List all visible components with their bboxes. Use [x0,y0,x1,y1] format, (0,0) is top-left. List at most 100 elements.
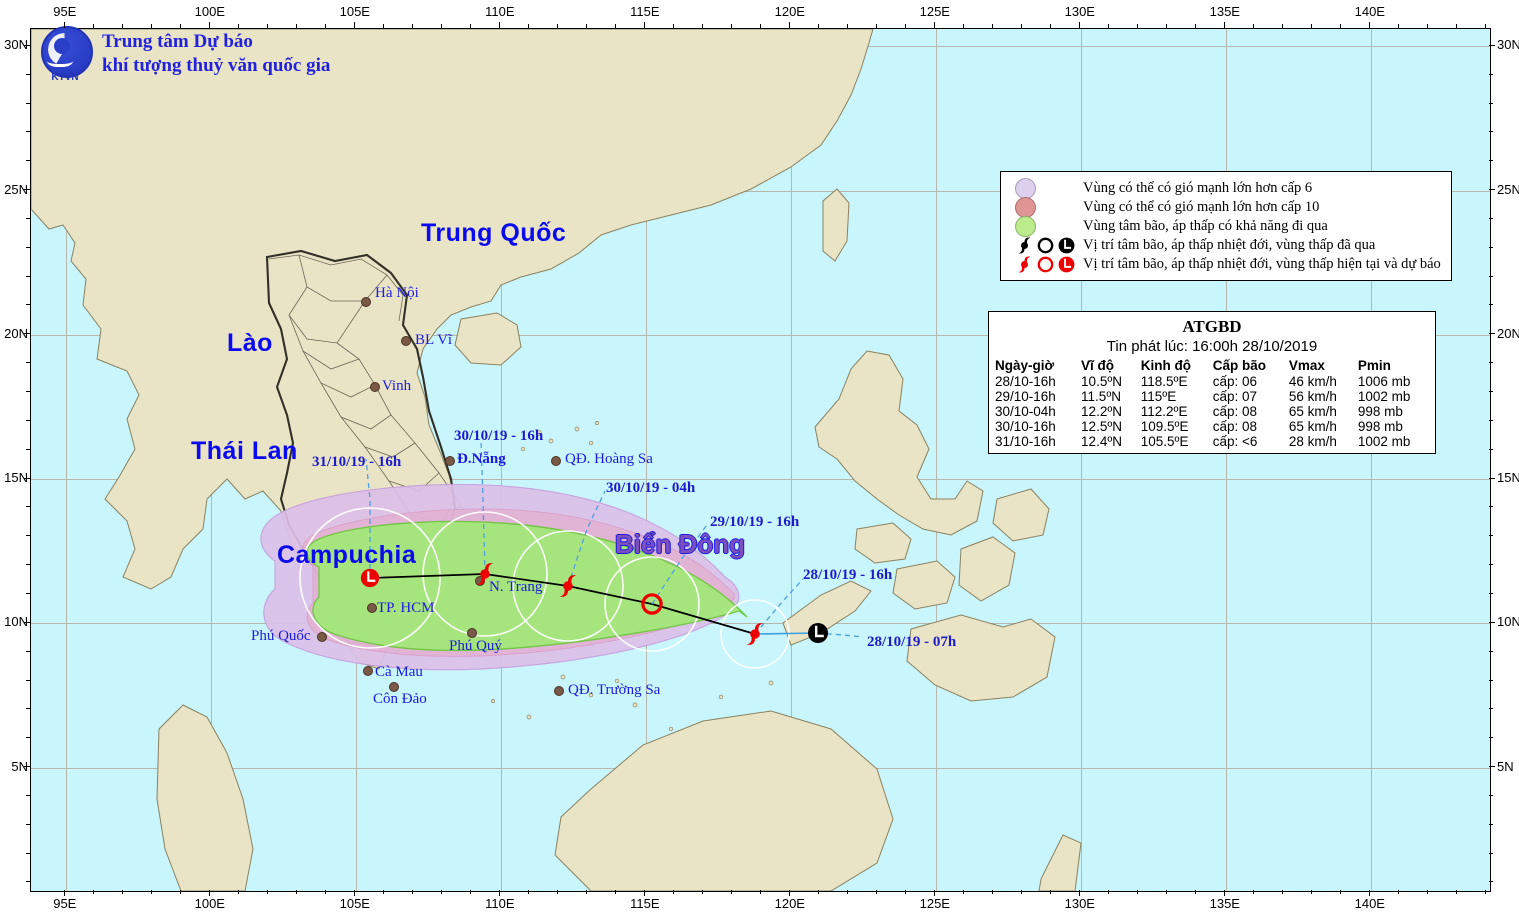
lon-axis-label: 130E [1064,896,1095,911]
lat-minor-tick [26,391,30,392]
lon-minor-tick [93,24,95,28]
lon-minor-tick [1456,890,1458,894]
track-time-label: 28/10/19 - 16h [803,567,893,583]
lat-tick [24,621,30,623]
map-canvas[interactable]: Trung Quốc Lào Thái Lan Campuchia Biển Đông H… [30,28,1491,892]
table-cell: 118.5ºE [1140,374,1188,389]
lon-minor-tick [1050,890,1052,894]
lat-tick [1489,621,1495,623]
lat-axis-label: 5N [11,758,28,774]
lon-minor-tick [818,890,820,894]
legend-row: Vùng có thể có gió mạnh lớn hơn cấp 10 [1007,197,1445,218]
lon-axis-label: 140E [1354,4,1385,19]
lon-tick [499,890,501,896]
land-mindanao [906,614,1056,702]
lon-tick [64,890,66,896]
lon-minor-tick [1340,890,1342,894]
lat-minor-tick [1489,304,1493,306]
lat-tick [24,189,30,191]
lon-axis-label: 135E [1209,896,1240,911]
lat-axis-label: 15N [4,470,28,486]
table-cell: 1002 mb [1357,389,1411,404]
legend-symbol-circle-purple-icon [1007,178,1083,199]
lat-tick [1489,189,1495,191]
lon-axis-label: 100E [194,4,225,19]
lon-tick [64,22,66,28]
table-column-header: Vĩ độ [1081,358,1115,373]
lat-minor-tick [26,131,30,133]
ktvn-emblem-icon: KTVN [38,24,93,84]
lon-minor-tick [1195,24,1197,28]
table-row: 29/10-16h 11.5ºN 115ºE cấp: 07 56 km/h 1002 m… [993,389,1431,404]
storm-position-marker[interactable] [742,621,768,652]
city-label: QĐ. Trường Sa [568,682,661,698]
legend-label: Vị trí tâm bão, áp thấp nhiệt đới, vùng … [1083,237,1376,253]
city-marker-dot [401,336,411,346]
city-marker-dot [389,682,399,692]
lon-minor-tick [151,890,153,894]
table-cell: 28 km/h [1288,434,1337,449]
lat-tick [1489,766,1495,768]
lon-tick [789,22,791,28]
lat-minor-tick [1489,102,1493,104]
storm-position-marker[interactable] [472,561,498,592]
storm-position-marker[interactable] [359,567,381,594]
lon-minor-tick [1166,890,1168,894]
city-label: Côn Đảo [373,691,427,707]
legend-row: Vùng tâm bão, áp thấp có khả năng đi qua [1007,216,1445,237]
lon-minor-tick [238,890,240,894]
lon-minor-tick [847,24,849,28]
lon-minor-tick [731,890,733,894]
lon-axis-label: 95E [53,896,77,911]
lat-minor-tick [1489,160,1493,162]
lat-minor-tick [1489,881,1493,883]
lon-minor-tick [267,24,269,28]
label-leader-lines [365,440,864,638]
lon-minor-tick [1050,24,1052,28]
lon-minor-tick [876,890,878,894]
storm-position-marker[interactable] [806,621,830,650]
table-cell: 12.2ºN [1081,404,1123,419]
city-marker-dot [467,628,477,638]
lat-minor-tick [1489,852,1493,854]
storm-position-marker[interactable] [555,573,581,604]
table-cell: 105.5ºE [1140,434,1189,449]
lon-minor-tick [1282,890,1284,894]
lat-minor-tick [26,737,30,739]
lon-minor-tick [1166,24,1168,28]
lon-minor-tick [1485,24,1487,28]
lon-minor-tick [992,890,994,894]
table-column-header: Vmax [1288,358,1325,373]
lat-minor-tick [26,650,30,652]
table-cell: cấp: 06 [1212,374,1258,389]
city-label: BL Vĩ [415,332,453,348]
lon-axis-label: 135E [1209,4,1240,19]
legend-color-swatch [1015,197,1036,218]
lat-axis-label: 10N [4,614,28,630]
table-cell: 46 km/h [1288,374,1337,389]
lon-axis-label: 110E [485,896,515,911]
lon-minor-tick [1427,890,1429,894]
table-cell: cấp: 07 [1212,389,1258,404]
legend-color-swatch [1015,178,1036,199]
storm-name: ATGBD [1182,317,1242,336]
lon-minor-tick [586,24,588,28]
land-philippines-samar [992,488,1050,542]
city-label: QĐ. Hoàng Sa [565,451,653,467]
table-cell: 29/10-16h [995,389,1056,404]
lat-minor-tick [26,823,30,825]
lon-tick [934,890,936,896]
lat-minor-tick [1489,246,1493,248]
storm-position-marker[interactable] [639,591,665,622]
lon-minor-tick [383,890,385,894]
table-row: 30/10-16h 12.5ºN 109.5ºE cấp: 08 65 km/h 998 … [993,419,1431,434]
country-label: Thái Lan [191,437,298,465]
land-palawan [782,580,872,646]
lat-minor-tick [1489,73,1493,75]
lat-tick [24,44,30,46]
table-cell: 12.4ºN [1081,434,1123,449]
lon-minor-tick [1108,24,1110,28]
table-cell: 11.5ºN [1081,389,1121,404]
lat-minor-tick [1489,391,1493,392]
